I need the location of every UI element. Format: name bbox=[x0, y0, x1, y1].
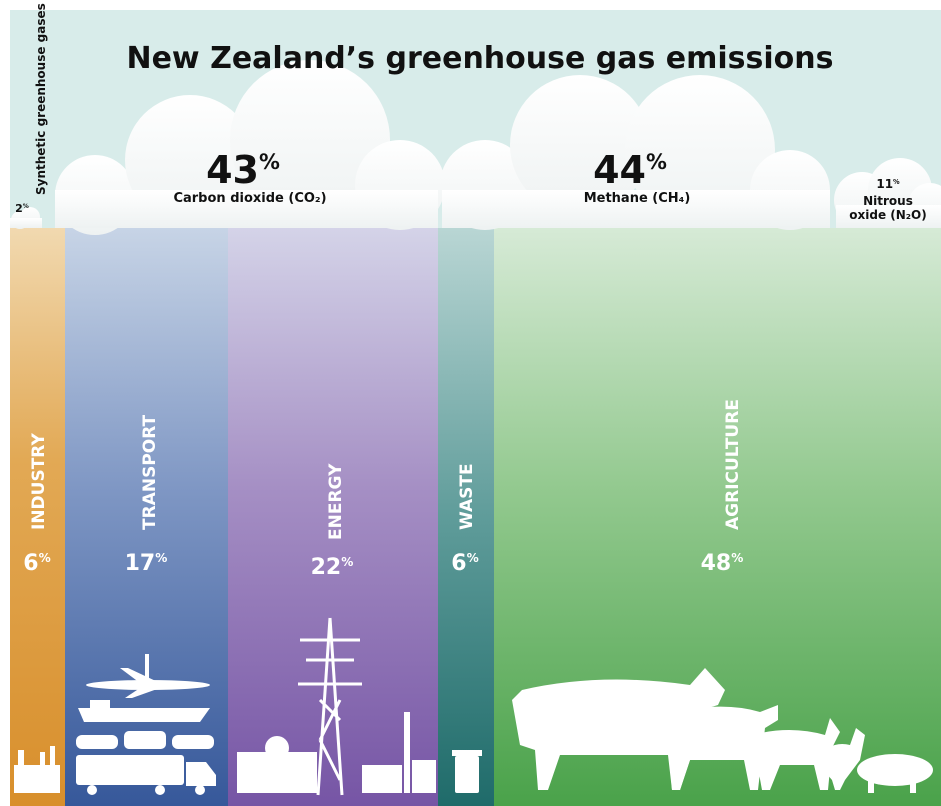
page: New Zealand’s greenhouse gas emissions S… bbox=[0, 0, 941, 806]
sector-label: WASTE bbox=[457, 463, 477, 530]
gas-label: Methane (CH₄) bbox=[584, 191, 691, 206]
text-part: 17 bbox=[125, 551, 156, 576]
label-line: oxide (N₂O) bbox=[849, 208, 926, 222]
text-part: 44 bbox=[593, 148, 646, 192]
gas-label: Carbon dioxide (CO₂) bbox=[173, 191, 326, 206]
label-line: Synthetic greenhouse gases bbox=[34, 3, 48, 195]
infographic: New Zealand’s greenhouse gas emissions S… bbox=[0, 0, 941, 806]
title: New Zealand’s greenhouse gas emissions bbox=[126, 41, 833, 76]
text-part: % bbox=[39, 551, 51, 565]
text-part: 22 bbox=[311, 555, 342, 580]
text-part: 48 bbox=[701, 551, 732, 576]
text-part: % bbox=[155, 551, 167, 565]
sector-label: ENERGY bbox=[326, 463, 346, 540]
text-part: 2 bbox=[15, 202, 23, 215]
sector-label: TRANSPORT bbox=[140, 414, 160, 530]
gas-label: Synthetic greenhouse gases bbox=[34, 3, 48, 195]
sector-label: AGRICULTURE bbox=[723, 399, 743, 530]
text-part: % bbox=[731, 551, 743, 565]
text-part: % bbox=[467, 551, 479, 565]
text-part: 43 bbox=[206, 148, 259, 192]
text-part: 6 bbox=[451, 551, 466, 576]
text-part: % bbox=[259, 150, 280, 174]
text-part: % bbox=[646, 150, 667, 174]
label-line: Nitrous bbox=[863, 194, 913, 208]
text-part: 11 bbox=[876, 177, 893, 191]
text-part: % bbox=[341, 555, 353, 569]
text-part: 6 bbox=[23, 551, 38, 576]
text-part: % bbox=[893, 178, 900, 186]
waste-bin bbox=[452, 750, 482, 793]
text-part: % bbox=[23, 203, 29, 210]
sector-label: INDUSTRY bbox=[29, 433, 49, 530]
